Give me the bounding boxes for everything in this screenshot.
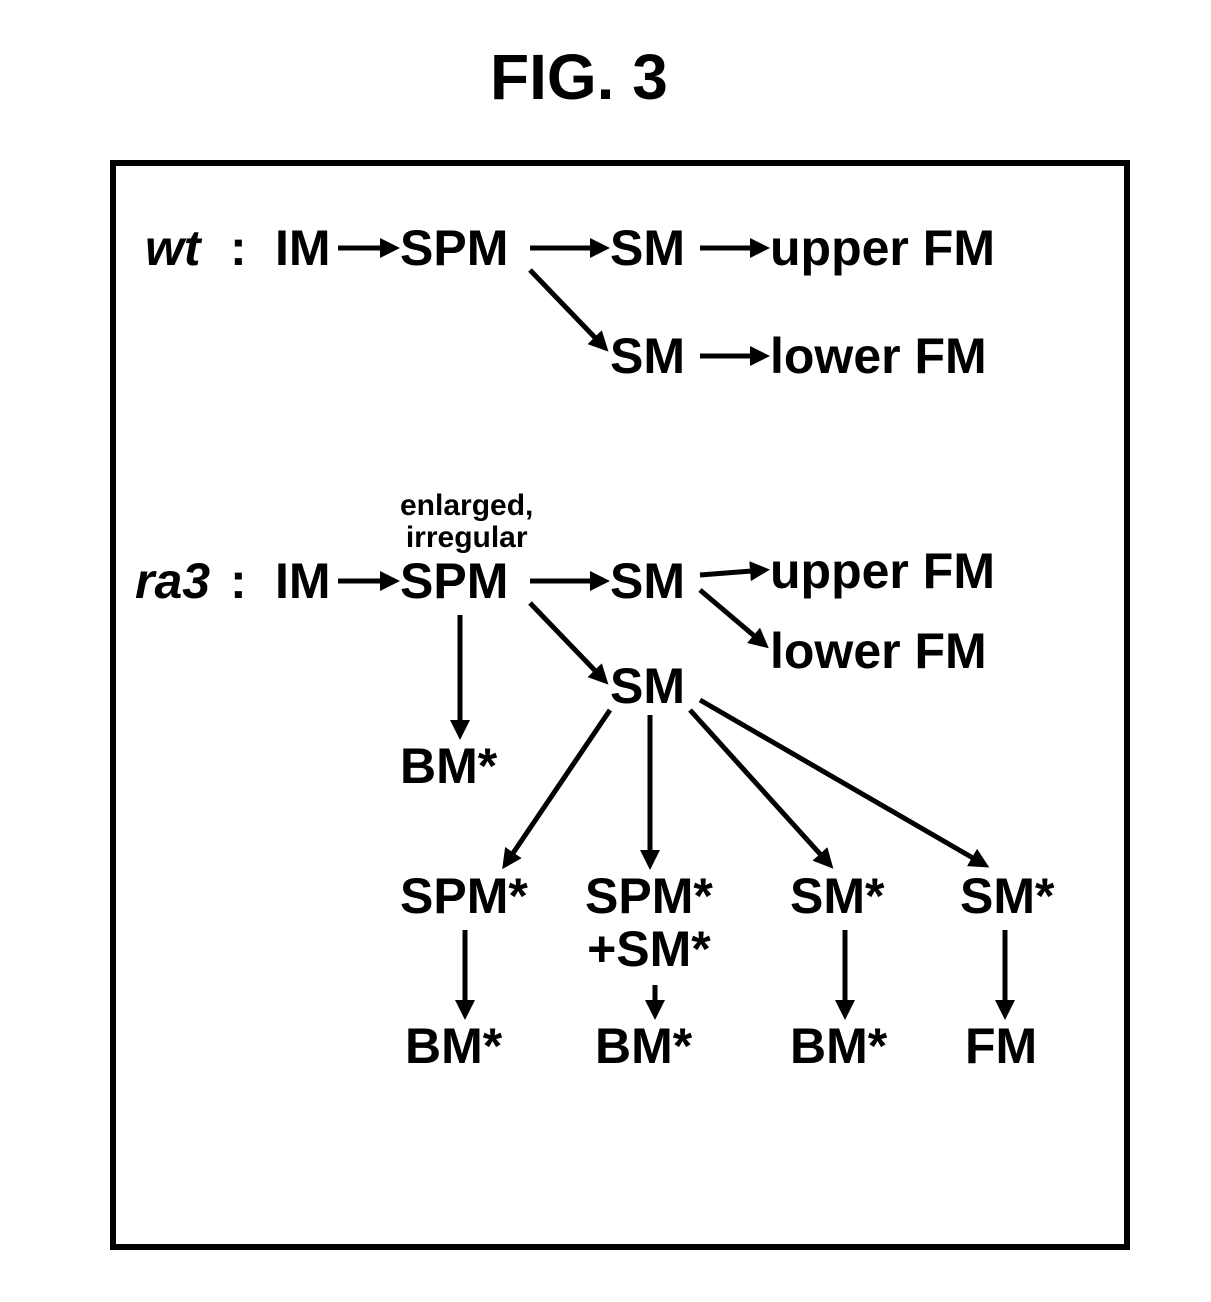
node-ra3_BM2: BM* [405,1020,502,1073]
node-ra3_colon: : [230,555,247,608]
node-wt_SPM: SPM [400,222,508,275]
arrow-ra3_SPM-to-ra3_SM2 [530,603,605,681]
node-ra3_SMst3: SM* [960,870,1054,923]
arrows-layer [0,0,1211,1302]
node-wt_lFM: lower FM [770,330,987,383]
arrow-wt_SPM-to-wt_SM2 [530,270,605,348]
node-ra3_SPMst: SPM* [400,870,528,923]
node-wt_SM2: SM [610,330,685,383]
arrow-ra3_SM1-to-ra3_uFM [700,570,765,575]
node-ra3_SM2: SM [610,660,685,713]
node-wt_label: wt [145,222,201,275]
node-ra3_mix: SPM* +SM* [585,870,713,975]
node-ra3_BM1: BM* [400,740,497,793]
node-wt_uFM: upper FM [770,222,995,275]
arrow-ra3_SM2-to-ra3_SMst3 [700,700,985,865]
node-wt_IM: IM [275,222,331,275]
node-ra3_FM: FM [965,1020,1037,1073]
arrow-ra3_SM2-to-ra3_SPMst [505,710,610,865]
node-ra3_label: ra3 [135,555,210,608]
node-ra3_IM: IM [275,555,331,608]
node-ra3_BM4: BM* [790,1020,887,1073]
node-wt_SM1: SM [610,222,685,275]
node-ra3_SM1: SM [610,555,685,608]
arrow-ra3_SM1-to-ra3_lFM [700,590,765,645]
node-ra3_uFM: upper FM [770,545,995,598]
node-ra3_BM3: BM* [595,1020,692,1073]
node-ra3_SPM: SPM [400,555,508,608]
node-wt_colon: : [230,222,247,275]
node-ra3_lFM: lower FM [770,625,987,678]
node-ra3_ann: enlarged, irregular [400,490,533,553]
node-ra3_SMst2: SM* [790,870,884,923]
